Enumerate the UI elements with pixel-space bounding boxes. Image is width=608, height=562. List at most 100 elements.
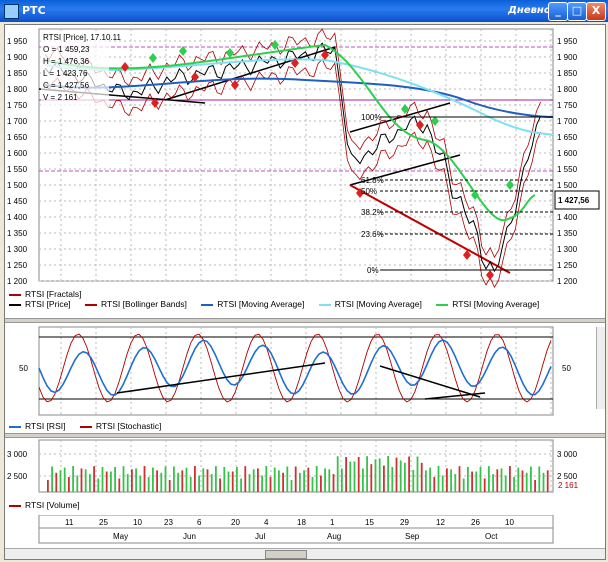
fractal-up bbox=[471, 190, 479, 200]
legend-price: RTSI [Price] bbox=[9, 299, 71, 309]
volume-bar bbox=[181, 470, 184, 492]
minimize-button[interactable]: _ bbox=[548, 2, 568, 21]
osc-level-left: 50 bbox=[19, 364, 28, 373]
oscillator-panel[interactable]: 50 50 RTSI [RSI] RTSI [Stochastic] bbox=[5, 323, 605, 433]
volume-bar bbox=[475, 471, 478, 492]
volume-bar bbox=[416, 456, 419, 492]
title-bar: РТС Дневной _ □ X bbox=[0, 0, 608, 22]
fib-label: 50% bbox=[361, 187, 377, 196]
osc-legend: RTSI [RSI] RTSI [Stochastic] bbox=[9, 421, 173, 431]
y-tick-left: 1 800 bbox=[7, 85, 28, 94]
current-price-box bbox=[554, 190, 600, 210]
volume-bar bbox=[412, 469, 415, 492]
y-tick-left: 1 400 bbox=[7, 213, 28, 222]
y-tick-left: 1 300 bbox=[7, 245, 28, 254]
fractal-down bbox=[151, 98, 159, 108]
fractal-up bbox=[226, 48, 234, 58]
panel-splitter-2[interactable] bbox=[5, 433, 605, 438]
volume-bar bbox=[210, 474, 213, 492]
volume-bar bbox=[332, 474, 335, 492]
volume-bar bbox=[244, 466, 247, 492]
volume-panel[interactable]: 3 000 3 000 2 500 2 500 2 161 RTSI [Volume] bbox=[5, 438, 605, 512]
fractal-down bbox=[486, 270, 494, 280]
last-volume-label: 2 161 bbox=[558, 481, 579, 490]
legend-volume: RTSI [Volume] bbox=[9, 500, 80, 510]
volume-bar bbox=[206, 469, 209, 492]
volume-bar bbox=[219, 478, 221, 492]
day-tick: 18 bbox=[297, 518, 306, 527]
month-tick: Oct bbox=[485, 532, 498, 541]
volume-bar bbox=[76, 475, 79, 492]
maximize-button[interactable]: □ bbox=[567, 2, 587, 21]
osc-level-right: 50 bbox=[562, 364, 571, 373]
fractal-down bbox=[191, 72, 199, 82]
volume-bar bbox=[164, 466, 167, 492]
fractal-up bbox=[431, 116, 439, 126]
y-tick-left: 1 200 bbox=[7, 277, 28, 286]
y-tick-right: 1 600 bbox=[557, 149, 578, 158]
y-tick-left: 1 350 bbox=[7, 229, 28, 238]
volume-bar bbox=[513, 477, 515, 492]
panel-splitter[interactable] bbox=[5, 318, 605, 323]
fractal-down bbox=[291, 58, 299, 68]
volume-bar bbox=[173, 466, 175, 492]
rsi-line bbox=[38, 339, 552, 396]
osc-scrollbar[interactable] bbox=[596, 327, 605, 409]
volume-bar bbox=[303, 470, 305, 492]
volume-bar bbox=[290, 479, 293, 492]
volume-bar bbox=[189, 476, 192, 492]
volume-bar bbox=[383, 465, 385, 492]
volume-bar bbox=[231, 471, 234, 492]
volume-bar bbox=[454, 474, 457, 492]
fractal-up bbox=[401, 104, 409, 114]
volume-bar bbox=[147, 477, 150, 492]
osc-trend bbox=[116, 362, 326, 394]
scroll-thumb[interactable] bbox=[265, 550, 307, 559]
volume-bar bbox=[366, 456, 368, 492]
volume-bar bbox=[51, 466, 53, 492]
volume-bar bbox=[47, 480, 49, 492]
price-panel[interactable]: 1 950 1 950 1 900 1 900 1 850 1 850 1 800 1 800… bbox=[5, 25, 605, 318]
volume-bar bbox=[420, 462, 423, 492]
y-tick-right: 1 650 bbox=[557, 133, 578, 142]
volume-bar bbox=[374, 459, 377, 492]
oscillator-chart[interactable]: 50 50 bbox=[5, 323, 605, 433]
day-tick: 4 bbox=[264, 518, 269, 527]
y-tick-right: 1 700 bbox=[557, 117, 578, 126]
date-axis: 11 25 10 23 6 20 4 18 1 15 29 12 26 10 May Jun Jul Aug Sep… bbox=[5, 514, 605, 545]
close-button[interactable]: X bbox=[586, 2, 606, 21]
volume-bar bbox=[542, 472, 545, 492]
volume-bar bbox=[441, 475, 444, 492]
bollinger-upper bbox=[44, 28, 541, 258]
volume-bar bbox=[89, 474, 91, 492]
volume-bar bbox=[198, 475, 200, 492]
y-tick-left: 1 700 bbox=[7, 117, 28, 126]
y-tick-left: 1 650 bbox=[7, 133, 28, 142]
fib-label: 100% bbox=[361, 113, 381, 122]
day-tick: 20 bbox=[231, 518, 240, 527]
volume-bar bbox=[509, 466, 511, 492]
horizontal-scrollbar[interactable] bbox=[5, 548, 605, 559]
volume-bar bbox=[126, 474, 129, 492]
fib-label: 38.2% bbox=[361, 208, 384, 217]
period-label[interactable]: Дневной bbox=[508, 5, 558, 16]
volume-bar bbox=[299, 472, 301, 492]
date-axis-scale: 11 25 10 23 6 20 4 18 1 15 29 12 26 10 May Jun Jul Aug Sep… bbox=[38, 514, 554, 544]
y-tick-right: 1 200 bbox=[557, 277, 578, 286]
price-legend: RTSI [Fractals] RTSI [Price] RTSI [Bolli… bbox=[9, 289, 551, 309]
y-tick-right: 1 400 bbox=[557, 213, 578, 222]
volume-bar bbox=[118, 478, 121, 492]
y-tick-right: 1 250 bbox=[557, 261, 578, 270]
volume-bar bbox=[135, 468, 137, 492]
price-chart[interactable]: 1 950 1 950 1 900 1 900 1 850 1 850 1 800 1 800… bbox=[5, 25, 605, 318]
fractal-down bbox=[321, 50, 329, 60]
volume-bar bbox=[315, 466, 318, 492]
month-tick: Jun bbox=[183, 532, 196, 541]
volume-bar bbox=[546, 470, 549, 492]
volume-bar bbox=[93, 466, 95, 492]
volume-bar bbox=[336, 456, 339, 492]
volume-bar bbox=[467, 466, 469, 492]
volume-bar bbox=[387, 456, 389, 492]
volume-bar bbox=[404, 462, 406, 492]
